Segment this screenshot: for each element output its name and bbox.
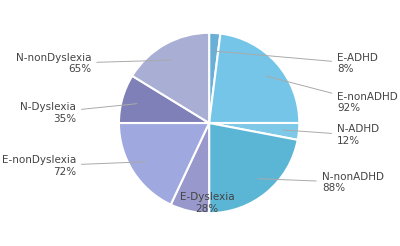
Text: E-ADHD
8%: E-ADHD 8% xyxy=(216,51,378,74)
Wedge shape xyxy=(209,33,220,123)
Text: N-Dyslexia
35%: N-Dyslexia 35% xyxy=(20,102,137,123)
Wedge shape xyxy=(171,123,209,213)
Wedge shape xyxy=(119,76,209,123)
Text: E-nonADHD
92%: E-nonADHD 92% xyxy=(266,76,398,113)
Wedge shape xyxy=(209,123,298,213)
Text: E-nonDyslexia
72%: E-nonDyslexia 72% xyxy=(2,155,146,177)
Wedge shape xyxy=(119,123,209,205)
Text: N-nonDyslexia
65%: N-nonDyslexia 65% xyxy=(16,53,171,74)
Wedge shape xyxy=(209,123,299,140)
Wedge shape xyxy=(132,33,209,123)
Text: E-Dyslexia
28%: E-Dyslexia 28% xyxy=(180,192,234,214)
Wedge shape xyxy=(209,33,299,123)
Text: N-nonADHD
88%: N-nonADHD 88% xyxy=(258,172,384,193)
Text: N-ADHD
12%: N-ADHD 12% xyxy=(284,124,379,146)
